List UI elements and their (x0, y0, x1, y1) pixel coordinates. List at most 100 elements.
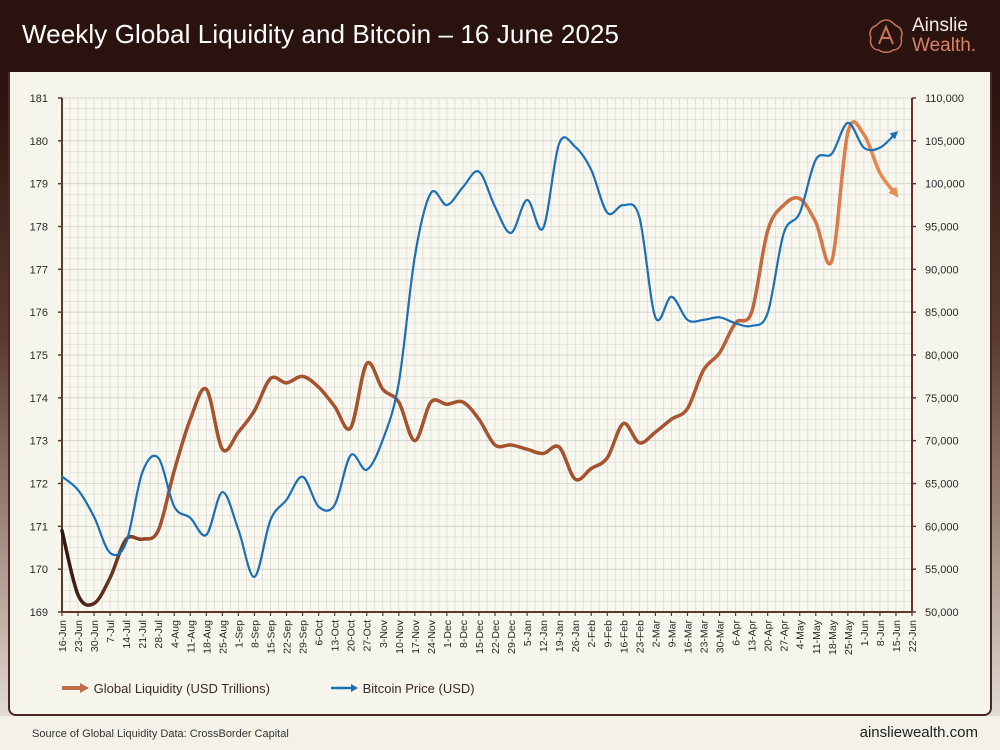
y-left-tick-label: 177 (30, 264, 48, 276)
header-bar: Weekly Global Liquidity and Bitcoin – 16… (0, 0, 1000, 72)
x-tick-label: 16-Feb (618, 620, 630, 653)
y-right-tick-label: 75,000 (925, 393, 959, 405)
x-tick-label: 13-Apr (747, 619, 759, 651)
x-tick-label: 25-Aug (217, 620, 229, 654)
x-tick-label: 4-May (795, 619, 807, 649)
x-tick-label: 29-Dec (506, 620, 518, 654)
x-tick-label: 26-Jan (570, 620, 582, 652)
x-tick-label: 7-Jul (105, 620, 117, 643)
x-tick-label: 10-Nov (394, 619, 406, 654)
x-tick-label: 20-Oct (346, 620, 358, 652)
x-tick-label: 3-Nov (378, 619, 390, 648)
x-tick-label: 6-Apr (731, 620, 743, 646)
source-note: Source of Global Liquidity Data: CrossBo… (32, 728, 289, 740)
x-tick-label: 20-Apr (763, 619, 775, 651)
y-left-tick-label: 169 (30, 607, 48, 619)
bitcoin-price-line (60, 121, 899, 578)
legend-item-liquidity: Global Liquidity (USD Trillions) (62, 681, 270, 696)
arrow-right-icon (62, 683, 89, 693)
y-right-tick-label: 100,000 (925, 179, 965, 191)
x-tick-label: 8-Sep (249, 620, 261, 648)
y-left-tick-label: 170 (30, 564, 48, 576)
y-left-tick-label: 173 (30, 436, 48, 448)
y-right-tick-label: 110,000 (925, 93, 964, 105)
global-liquidity-line (60, 120, 899, 607)
logo-text-line2: Wealth. (912, 35, 977, 56)
y-left-tick-label: 172 (30, 479, 48, 491)
x-tick-label: 11-May (811, 619, 823, 654)
x-tick-label: 27-Apr (779, 619, 791, 651)
x-tick-label: 22-Jun (907, 620, 919, 652)
series-lines (60, 120, 899, 607)
x-tick-label: 2-Mar (650, 619, 662, 647)
x-tick-label: 28-Jul (153, 620, 165, 649)
y-left-tick-label: 176 (30, 307, 48, 319)
legend-item-bitcoin: Bitcoin Price (USD) (331, 681, 475, 696)
x-tick-label: 17-Nov (410, 619, 422, 654)
page-title: Weekly Global Liquidity and Bitcoin – 16… (22, 19, 620, 49)
y-left-tick-label: 178 (30, 222, 48, 234)
ainslie-logo-icon (869, 19, 903, 53)
x-tick-label: 23-Feb (634, 620, 646, 653)
website-link[interactable]: ainsliewealth.com (859, 724, 978, 741)
x-tick-label: 1-Sep (233, 620, 245, 648)
x-tick-label: 21-Jul (137, 620, 149, 649)
x-tick-label: 24-Nov (426, 619, 438, 654)
x-tick-label: 19-Jan (554, 620, 566, 652)
x-tick-label: 30-Jun (89, 620, 101, 652)
y-left-tick-label: 175 (30, 350, 48, 362)
x-tick-label: 9-Mar (666, 619, 678, 647)
x-tick-label: 22-Dec (490, 620, 502, 654)
y-right-tick-label: 55,000 (925, 564, 959, 576)
y-right-tick-label: 105,000 (925, 136, 965, 148)
x-tick-label: 13-Oct (330, 620, 342, 652)
chart: 169 170 171 172 173 174 175 176 177 178 179 180 181 5… (30, 93, 965, 655)
x-tick-label: 16-Jun (57, 620, 69, 652)
legend-label: Global Liquidity (USD Trillions) (93, 681, 270, 696)
x-tick-label: 2-Feb (586, 620, 598, 648)
x-tick-label: 15-Dec (474, 620, 486, 654)
x-tick-label: 11-Aug (185, 620, 197, 653)
x-tick-label: 27-Oct (362, 620, 374, 652)
legend-label: Bitcoin Price (USD) (362, 681, 475, 696)
x-tick-label: 29-Sep (298, 620, 310, 654)
y-left-tick-label: 181 (30, 93, 48, 105)
x-tick-label: 6-Oct (314, 620, 326, 646)
x-tick-label: 15-Sep (265, 620, 277, 654)
y-right-tick-label: 95,000 (925, 222, 959, 234)
x-tick-label: 18-May (827, 619, 839, 655)
x-tick-label: 18-Aug (201, 620, 213, 654)
axes: 169 170 171 172 173 174 175 176 177 178 179 180 181 5… (30, 93, 965, 655)
footer: Source of Global Liquidity Data: CrossBo… (0, 716, 1000, 750)
arrow-right-icon (331, 684, 358, 692)
x-tick-label: 16-Mar (682, 620, 694, 654)
y-left-tick-label: 180 (30, 136, 48, 148)
x-tick-label: 9-Feb (602, 620, 614, 648)
x-tick-label: 23-Jun (73, 620, 85, 652)
y-left-tick-label: 171 (30, 521, 48, 533)
x-tick-label: 1-Dec (442, 620, 454, 648)
y-right-tick-label: 80,000 (925, 350, 959, 362)
x-tick-label: 8-Dec (458, 620, 470, 648)
x-tick-label: 4-Aug (169, 620, 181, 648)
x-tick-label: 8-Jun (875, 620, 887, 646)
grid (61, 97, 913, 613)
x-tick-label: 5-Jan (522, 620, 534, 646)
x-tick-label: 22-Sep (282, 620, 294, 654)
y-right-tick-label: 90,000 (925, 264, 959, 276)
x-tick-label: 30-Mar (715, 620, 727, 654)
ainslie-wealth-logo: Ainslie Wealth. (866, 15, 1000, 56)
y-right-tick-label: 50,000 (925, 607, 959, 619)
y-right-tick-label: 65,000 (925, 479, 959, 491)
x-tick-label: 1-Jun (859, 620, 871, 646)
x-tick-label: 14-Jul (121, 620, 133, 649)
x-tick-label: 25-May (843, 619, 855, 655)
x-tick-label: 23-Mar (699, 620, 711, 654)
logo-text-line1: Ainslie (912, 15, 968, 36)
y-right-tick-label: 85,000 (925, 307, 959, 319)
y-right-tick-label: 60,000 (925, 521, 959, 533)
y-left-tick-label: 179 (30, 179, 48, 191)
y-right-tick-label: 70,000 (925, 436, 959, 448)
x-tick-label: 12-Jan (538, 620, 550, 652)
y-left-tick-label: 174 (30, 393, 48, 405)
